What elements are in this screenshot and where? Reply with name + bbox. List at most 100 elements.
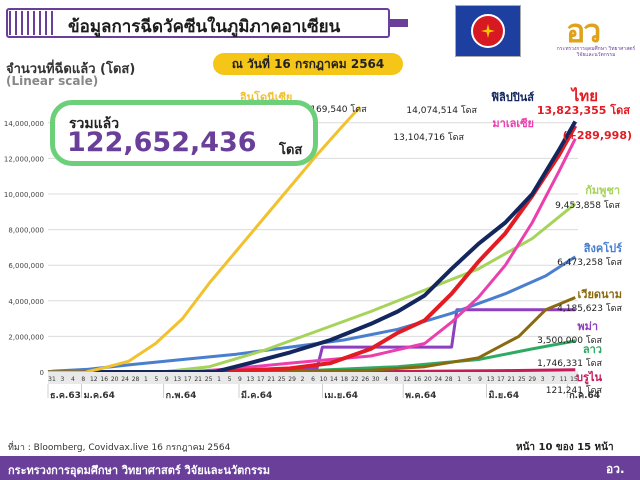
x-tick-label: 21 [508, 376, 516, 383]
series-value-label: 4,185,623 โดส [557, 303, 622, 314]
x-tick-label: 30 [372, 376, 380, 383]
y-tick-label: 0 [40, 369, 44, 377]
x-tick-label: 20 [111, 376, 119, 383]
x-tick-label: 29 [528, 376, 536, 383]
series-change-label: (+289,998) [563, 129, 632, 142]
x-tick-label: 25 [518, 376, 526, 383]
series-name-label: ลาว [583, 343, 602, 356]
x-month-label: เม.ย.64 [324, 391, 358, 401]
syringe-tip [390, 19, 408, 27]
series-name-label: พม่า [577, 320, 598, 333]
series-line [48, 105, 362, 374]
asean-flag-icon [455, 5, 521, 57]
x-tick-label: 16 [100, 376, 108, 383]
ministry-logo-caption: กระทรวงการอุดมศึกษา วิทยาศาสตร์ วิจัยและ… [556, 46, 636, 58]
x-tick-label: 11 [560, 376, 568, 383]
series-value-label: 6,473,258 โดส [557, 257, 622, 268]
y-axis-label: จำนวนที่ฉีดแล้ว (โดส) [6, 62, 136, 77]
x-tick-label: 16 [414, 376, 422, 383]
x-tick-label: 25 [205, 376, 213, 383]
series-name-label: มาเลเซีย [492, 117, 534, 130]
series-line [47, 255, 577, 374]
series-value-label: 14,074,514 โดส [406, 105, 477, 116]
x-tick-label: 4 [384, 376, 388, 383]
series-name-label: ไทย [570, 86, 598, 105]
x-tick-label: 1 [217, 376, 221, 383]
x-tick-label: 13 [247, 376, 255, 383]
x-tick-label: 12 [403, 376, 411, 383]
footer-ministry-name: กระทรวงการอุดมศึกษา วิทยาศาสตร์ วิจัยและ… [8, 464, 271, 477]
series-name-label: ฟิลิปปินส์ [491, 91, 535, 104]
series-name-label: บรูไน [576, 370, 602, 385]
x-tick-label: 21 [267, 376, 275, 383]
x-month-label: มี.ค.64 [241, 390, 272, 401]
x-tick-label: 21 [194, 376, 202, 383]
y-tick-label: 6,000,000 [8, 262, 44, 270]
series-value-label: 3,500,000 โดส [537, 335, 602, 346]
x-month-label: ก.ค.64 [569, 391, 600, 401]
x-tick-label: 8 [395, 376, 399, 383]
y-tick-label: 8,000,000 [8, 227, 44, 235]
x-tick-label: 13 [173, 376, 181, 383]
footer-bar: กระทรวงการอุดมศึกษา วิทยาศาสตร์ วิจัยและ… [0, 456, 640, 480]
x-tick-label: 9 [238, 376, 242, 383]
y-tick-label: 10,000,000 [4, 191, 44, 199]
series-line [48, 202, 577, 374]
date-badge: ณ วันที่ 16 กรกฎาคม 2564 [213, 53, 403, 75]
x-tick-label: 5 [154, 376, 158, 383]
x-tick-label: 5 [468, 376, 472, 383]
x-tick-label: 25 [278, 376, 286, 383]
x-tick-label: 17 [257, 376, 265, 383]
x-tick-label: 24 [434, 376, 442, 383]
series-name-label: สิงคโปร์ [583, 241, 622, 255]
series-value-label: 56,169,540 โดส [296, 104, 367, 115]
x-tick-label: 20 [424, 376, 432, 383]
x-tick-label: 6 [311, 376, 315, 383]
x-month-label: ม.ค.64 [84, 391, 115, 401]
ministry-logo-mark-icon: อว [566, 12, 601, 50]
x-tick-label: 9 [165, 376, 169, 383]
x-tick-label: 31 [48, 376, 56, 383]
ministry-logo: อว กระทรวงการอุดมศึกษา วิทยาศาสตร์ วิจัย… [556, 6, 636, 68]
x-tick-label: 17 [184, 376, 192, 383]
y-axis-scale-note: (Linear scale) [6, 74, 99, 88]
series-value-label: 121,241 โดส [546, 385, 603, 396]
x-month-label: พ.ค.64 [405, 391, 436, 401]
x-tick-label: 2 [301, 376, 305, 383]
x-tick-label: 1 [457, 376, 461, 383]
series-name-label: เวียดนาม [578, 288, 622, 301]
total-doses-unit: โดส [279, 143, 303, 158]
y-tick-label: 4,000,000 [8, 298, 44, 306]
x-tick-label: 9 [478, 376, 482, 383]
x-tick-label: 3 [541, 376, 545, 383]
total-doses-label: รวมแล้ว [69, 116, 120, 132]
x-tick-label: 18 [340, 376, 348, 383]
page-number: หน้า 10 ของ 15 หน้า [516, 442, 614, 453]
total-doses-value: 122,652,436 [67, 127, 257, 158]
x-tick-label: 28 [445, 376, 453, 383]
x-tick-label: 26 [361, 376, 369, 383]
x-tick-label: 13 [487, 376, 495, 383]
x-month-label: ก.พ.64 [166, 391, 197, 401]
series-value-label: 9,453,858 โดส [555, 200, 620, 211]
x-tick-label: 17 [497, 376, 505, 383]
x-tick-label: 28 [132, 376, 140, 383]
series-name-label: กัมพูชา [585, 184, 620, 198]
x-tick-label: 8 [81, 376, 85, 383]
series-line [48, 296, 576, 374]
x-tick-label: 1 [144, 376, 148, 383]
y-tick-label: 12,000,000 [4, 155, 44, 163]
x-tick-label: 14 [330, 376, 338, 383]
total-doses-box: รวมแล้ว 122,652,436 โดส [50, 100, 318, 166]
x-tick-label: 4 [71, 376, 75, 383]
syringe-body [6, 8, 390, 38]
x-axis-band [48, 372, 578, 384]
y-tick-label: 14,000,000 [4, 120, 44, 128]
series-value-label: 1,746,331 โดส [537, 358, 602, 369]
x-tick-label: 10 [320, 376, 328, 383]
footer-ministry-abbr: อว. [606, 462, 625, 476]
x-tick-label: 15 [570, 376, 578, 383]
series-line [48, 124, 578, 374]
x-month-label: ธ.ค.63 [50, 391, 81, 401]
x-tick-label: 3 [61, 376, 65, 383]
